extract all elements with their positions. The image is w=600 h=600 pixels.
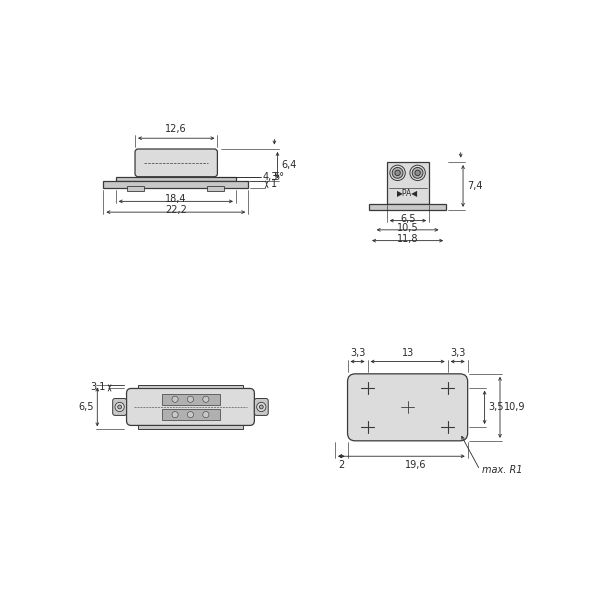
Circle shape [203,396,209,403]
Text: 6,4: 6,4 [281,160,296,170]
Circle shape [187,396,194,403]
Text: 3,5: 3,5 [488,403,504,412]
Bar [138,385,243,388]
Text: ▶PA◀: ▶PA◀ [397,188,418,197]
Text: 13: 13 [401,347,414,358]
Text: 10,5: 10,5 [397,223,418,233]
Bar [138,425,243,429]
Circle shape [259,405,263,409]
Circle shape [172,396,178,403]
Text: 6,5: 6,5 [78,402,94,412]
Text: 4,3: 4,3 [263,172,278,182]
Bar [103,181,248,187]
Circle shape [395,170,400,176]
Bar [369,203,446,210]
Circle shape [118,405,122,409]
Text: 3,3: 3,3 [450,347,466,358]
Text: 3,1: 3,1 [91,382,106,392]
FancyBboxPatch shape [254,398,268,415]
Text: 22,2: 22,2 [165,205,187,215]
FancyBboxPatch shape [113,398,127,415]
Text: 18,4: 18,4 [165,194,187,205]
Circle shape [412,167,423,178]
Text: 12,6: 12,6 [166,124,187,134]
Text: 10,9: 10,9 [504,402,526,412]
Circle shape [115,403,124,412]
FancyBboxPatch shape [127,388,254,425]
Text: 11,8: 11,8 [397,234,418,244]
Text: 19,6: 19,6 [404,460,426,470]
Bar [162,394,220,404]
FancyBboxPatch shape [347,374,467,441]
Text: max. R1: max. R1 [482,465,522,475]
Circle shape [187,412,194,418]
Circle shape [390,165,405,181]
Circle shape [257,403,266,412]
Circle shape [410,165,425,181]
Bar [127,186,144,191]
Bar [208,186,224,191]
Text: 6,5: 6,5 [400,214,416,224]
Circle shape [392,167,403,178]
Text: 1: 1 [271,179,277,190]
Bar [387,162,429,203]
Text: 7,4: 7,4 [467,181,482,191]
Circle shape [415,170,421,176]
FancyBboxPatch shape [135,149,217,177]
Text: 3,3: 3,3 [350,347,365,358]
Circle shape [172,412,178,418]
Bar [162,409,220,420]
Bar [116,177,236,181]
Text: 5°: 5° [273,172,284,182]
Text: 2: 2 [338,460,344,470]
Circle shape [203,412,209,418]
